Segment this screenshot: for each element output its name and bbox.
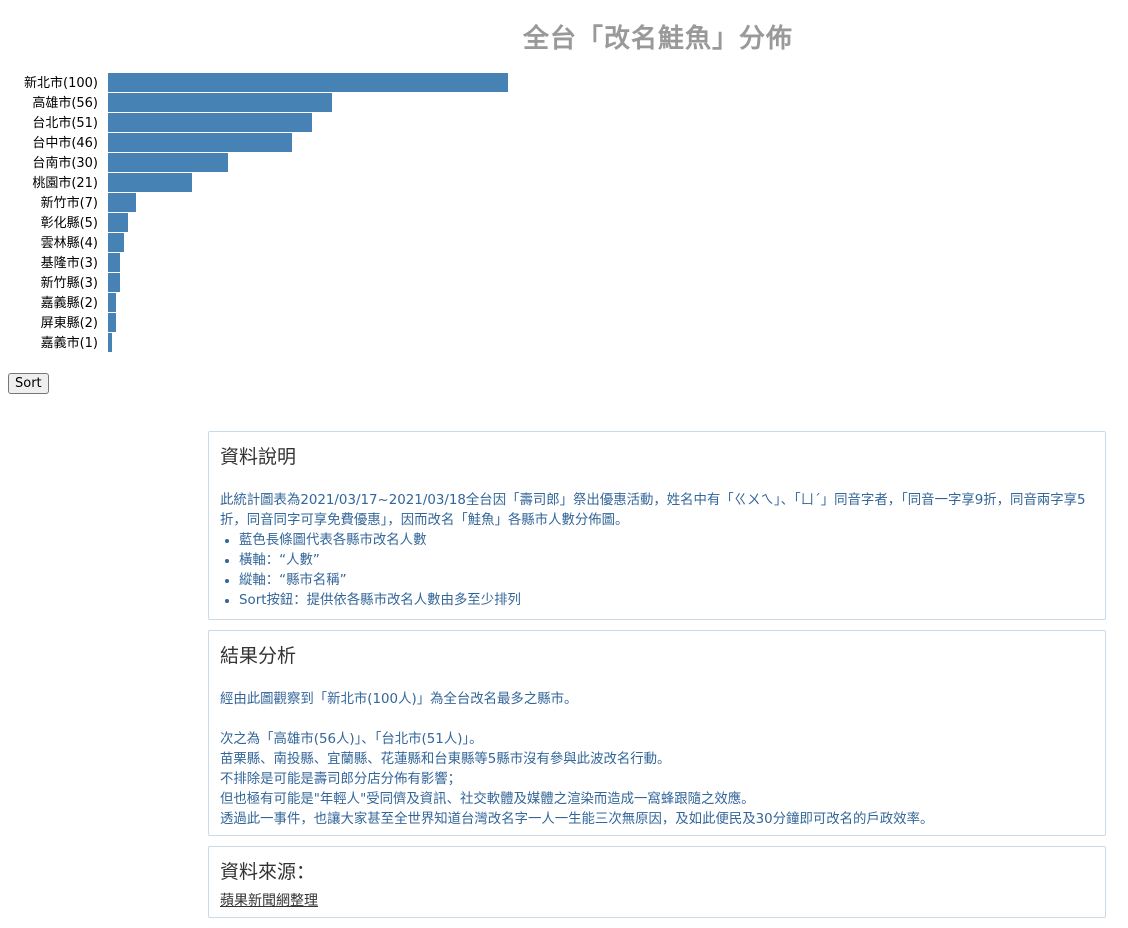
- list-item: 藍色長條圖代表各縣市改名人數: [239, 531, 1094, 551]
- category-label: 雲林縣(4): [41, 236, 98, 251]
- category-label: 嘉義縣(2): [41, 295, 98, 311]
- source-link[interactable]: 蘋果新聞網整理: [220, 893, 318, 909]
- category-label: 新竹市(7): [41, 195, 98, 211]
- category-label: 台南市(30): [32, 155, 98, 171]
- bar: [108, 293, 116, 312]
- bar: [108, 233, 124, 252]
- bar: [108, 153, 228, 172]
- bar: [108, 113, 312, 132]
- analysis-line: 透過此一事件，也讓大家甚至全世界知道台灣改名字一人一生能三次無原因，及如此便民及…: [220, 812, 934, 827]
- analysis-heading: 結果分析: [220, 645, 297, 667]
- list-item: Sort按鈕：提供依各縣市改名人數由多至少排列: [239, 591, 1094, 611]
- category-label: 新竹縣(3): [41, 275, 98, 291]
- description-heading: 資料說明: [220, 446, 297, 468]
- bar: [108, 253, 120, 272]
- category-label: 嘉義市(1): [41, 335, 98, 351]
- category-label: 台中市(46): [32, 135, 98, 151]
- category-label: 彰化縣(5): [41, 215, 98, 231]
- bar: [108, 213, 128, 232]
- bar: [108, 173, 192, 192]
- bar: [108, 193, 136, 212]
- analysis-panel: 結果分析 經由此圖觀察到「新北市(100人)」為全台改名最多之縣市。 次之為「高…: [208, 630, 1106, 836]
- bar-chart: 新北市(100) 高雄市(56) 台北市(51) 台中市(46) 台南市(30) 桃園市(…: [24, 73, 508, 352]
- category-label: 新北市(100): [24, 75, 98, 91]
- bar: [108, 333, 112, 352]
- category-label: 桃園市(21): [32, 175, 98, 191]
- category-label: 台北市(51): [32, 115, 98, 131]
- source-heading: 資料來源：: [220, 861, 316, 883]
- category-label: 基隆市(3): [41, 255, 98, 271]
- analysis-line: 但也極有可能是"年輕人"受同儕及資訊、社交軟體及媒體之渲染而造成一窩蜂跟隨之效應…: [220, 792, 755, 807]
- sort-button[interactable]: Sort: [8, 373, 49, 394]
- bar: [108, 273, 120, 292]
- analysis-line: 不排除是可能是壽司郎分店分佈有影響；: [220, 772, 462, 787]
- bar: [108, 313, 116, 332]
- description-intro: 此統計圖表為2021/03/17~2021/03/18全台因「壽司郎」祭出優惠活…: [220, 493, 1086, 528]
- analysis-line: 苗栗縣、南投縣、宜蘭縣、花蓮縣和台東縣等5縣市沒有參與此波改名行動。: [220, 752, 671, 767]
- chart-title: 全台「改名鮭魚」分佈: [522, 24, 793, 54]
- source-panel: 資料來源： 蘋果新聞網整理: [208, 846, 1106, 918]
- bar: [108, 93, 332, 112]
- description-list: 藍色長條圖代表各縣市改名人數 橫軸：“人數” 縱軸：“縣市名稱” Sort按鈕：…: [220, 531, 1094, 611]
- bar: [108, 73, 508, 92]
- list-item: 橫軸：“人數”: [239, 551, 1094, 571]
- analysis-line: 次之為「高雄市(56人)」、「台北市(51人)」。: [220, 732, 483, 747]
- description-panel: 資料說明 此統計圖表為2021/03/17~2021/03/18全台因「壽司郎」…: [208, 431, 1106, 620]
- list-item: 縱軸：“縣市名稱”: [239, 571, 1094, 591]
- category-label: 屏東縣(2): [41, 315, 98, 331]
- category-label: 高雄市(56): [32, 95, 98, 111]
- bar: [108, 133, 292, 152]
- analysis-line: 經由此圖觀察到「新北市(100人)」為全台改名最多之縣市。: [220, 692, 578, 707]
